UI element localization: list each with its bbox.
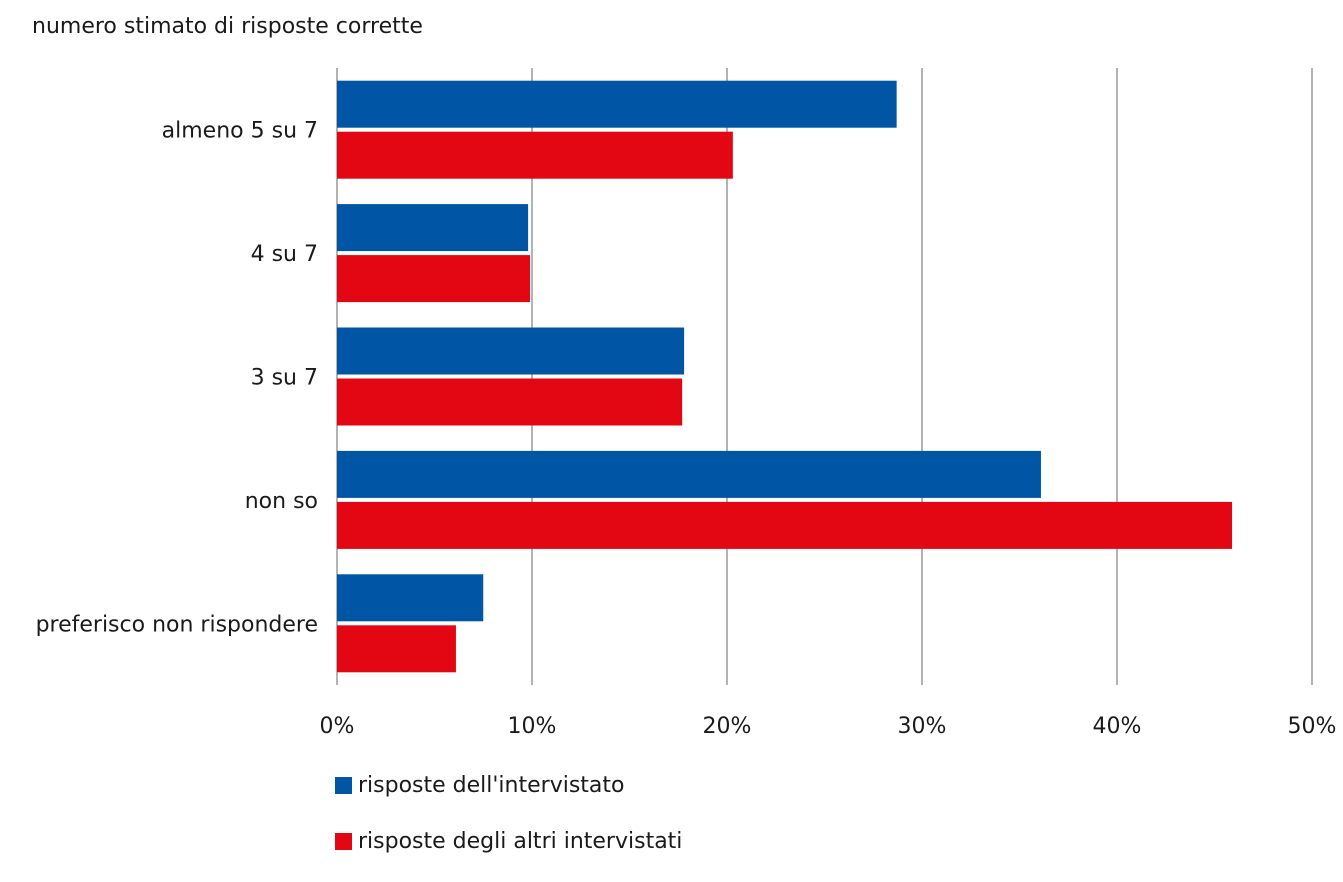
legend-label-series-1: risposte dell'intervistato [358,772,625,798]
legend-swatch-series-1 [335,776,352,794]
x-tick-label: 30% [898,714,947,739]
legend-item-series-2: risposte degli altri intervistati [335,826,682,856]
category-labels: almeno 5 su 7 4 su 7 3 su 7 non so preferisc… [36,119,318,638]
bar-1 [337,80,897,128]
chart-title: numero stimato di risposte corrette [32,14,423,39]
chart-area: almeno 5 su 7 4 su 7 3 su 7 non so preferisc… [36,68,1337,739]
bar-2 [337,378,683,426]
x-tick-label: 50% [1288,714,1337,739]
category-label: almeno 5 su 7 [162,119,318,144]
category-label: preferisco non rispondere [36,612,318,637]
x-tick-label: 40% [1093,714,1142,739]
category-label: 4 su 7 [251,242,318,267]
legend-swatch-series-2 [335,832,352,850]
bar-2 [337,255,531,303]
x-tick-label: 20% [703,714,752,739]
bar-1 [337,450,1041,498]
bar-2 [337,501,1233,549]
x-tick-label: 10% [508,714,557,739]
bar-1 [337,327,685,375]
x-tick-label: 0% [320,714,355,739]
bars [337,80,1233,673]
bar-2 [337,625,456,673]
bar-1 [337,574,484,622]
bar-1 [337,204,529,252]
legend-label-series-2: risposte degli altri intervistati [358,828,683,854]
category-label: 3 su 7 [251,366,318,391]
legend-item-series-1: risposte dell'intervistato [335,770,682,800]
x-tick-labels: 0% 10% 20% 30% 40% 50% [320,714,1337,739]
legend: risposte dell'intervistato risposte degl… [335,770,682,882]
category-label: non so [245,489,318,514]
bar-2 [337,131,733,179]
